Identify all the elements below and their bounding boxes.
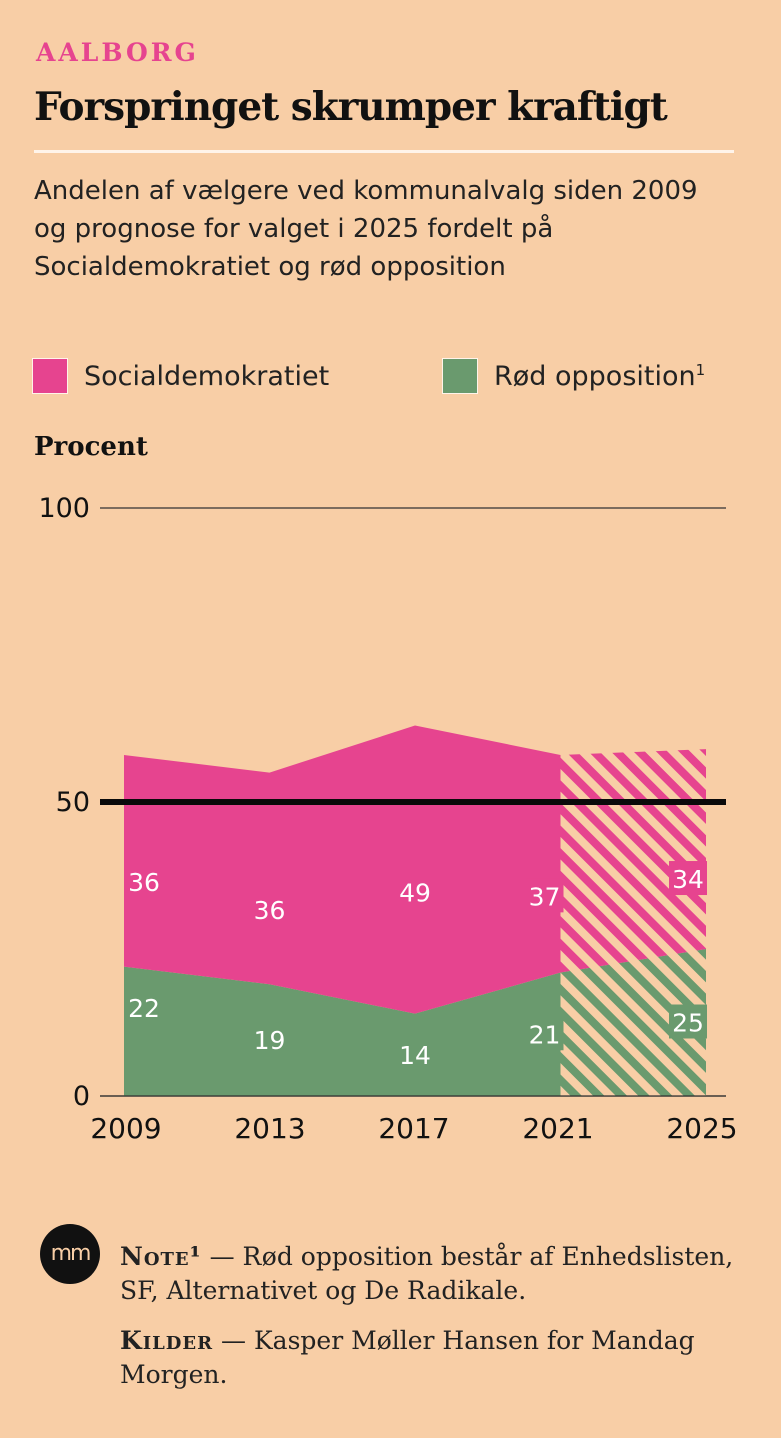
title-divider [34,150,734,153]
data-label-roed-opposition-2017-text: 14 [399,1041,431,1070]
data-label-roed-opposition-2021: 21 [525,1016,564,1051]
data-label-socialdemokratiet-2025-box [669,861,707,896]
data-label-roed-opposition-2021-text: 21 [529,1020,561,1049]
sources-lead: Kilder [120,1326,214,1355]
data-label-roed-opposition-2025-text: 25 [672,1009,704,1038]
data-label-socialdemokratiet-2017-text: 49 [399,879,431,908]
legend-item-socialdemokratiet: Socialdemokratiet [32,358,329,394]
note-lead: Note¹ [120,1242,202,1271]
y-tick-label-100: 100 [38,493,90,524]
note-text: — Rød opposition består af Enhedslisten,… [120,1242,734,1305]
data-label-roed-opposition-2025-box [669,1004,707,1039]
legend-swatch-socialdemokratiet [32,358,68,394]
data-label-roed-opposition-2009-text: 22 [128,994,160,1023]
data-label-socialdemokratiet-2017: 49 [399,879,431,908]
data-label-roed-opposition-2021-box [525,1016,564,1051]
data-label-socialdemokratiet-2009: 36 [128,868,160,897]
data-label-socialdemokratiet-2013: 36 [254,896,286,925]
area-socialdemokratiet-projection [560,749,706,973]
kicker-city: AALBORG [36,38,199,67]
chart-subtitle: Andelen af vælgere ved kommunalvalg side… [34,176,698,282]
data-label-roed-opposition-2013-text: 19 [254,1026,286,1055]
area-socialdemokratiet [124,725,561,1014]
data-label-roed-opposition-2017: 14 [399,1041,431,1070]
data-label-socialdemokratiet-2025-text: 34 [672,865,704,894]
data-label-socialdemokratiet-2013-text: 36 [254,896,286,925]
chart-title: Forspringet skrumper kraftigt [34,84,668,130]
x-tick-label-2013: 2013 [234,1112,305,1145]
stacked-area-chart: 0 50 100 22 36 19 36 14 49 21 37 25 34 2009 2013 2017… [38,493,737,1145]
sources: Kilder — Kasper Møller Hansen for Mandag… [120,1324,750,1392]
legend-item-roed-opposition: Rød opposition1 [442,358,705,394]
data-label-socialdemokratiet-2021-text: 37 [529,882,561,911]
data-label-socialdemokratiet-2009-text: 36 [128,868,160,897]
legend-label-roed-opposition: Rød opposition1 [494,360,706,392]
area-roed-opposition-projection [560,949,706,1096]
x-tick-label-2021: 2021 [522,1112,593,1145]
y-tick-label-0: 0 [73,1081,90,1112]
sources-text: — Kasper Møller Hansen for Mandag Morgen… [120,1326,695,1389]
data-label-roed-opposition-2013: 19 [254,1026,286,1055]
x-tick-label-2025: 2025 [666,1112,737,1145]
y-tick-label-50: 50 [56,787,90,818]
data-label-socialdemokratiet-2021-box [525,878,564,913]
mandag-morgen-logo: mm [40,1224,100,1284]
area-roed-opposition [124,966,561,1096]
y-axis-title: Procent [34,432,148,462]
legend-footnote-mark: 1 [695,360,706,379]
data-label-roed-opposition-2009: 22 [128,994,160,1023]
data-label-roed-opposition-2025: 25 [669,1004,707,1039]
legend-label-socialdemokratiet: Socialdemokratiet [84,360,330,392]
footnote: Note¹ — Rød opposition består af Enhedsl… [120,1240,750,1308]
data-label-socialdemokratiet-2025: 34 [669,861,707,896]
x-tick-label-2017: 2017 [378,1112,449,1145]
legend-swatch-roed-opposition [442,358,478,394]
data-label-socialdemokratiet-2021: 37 [525,878,564,913]
x-tick-label-2009: 2009 [90,1112,161,1145]
